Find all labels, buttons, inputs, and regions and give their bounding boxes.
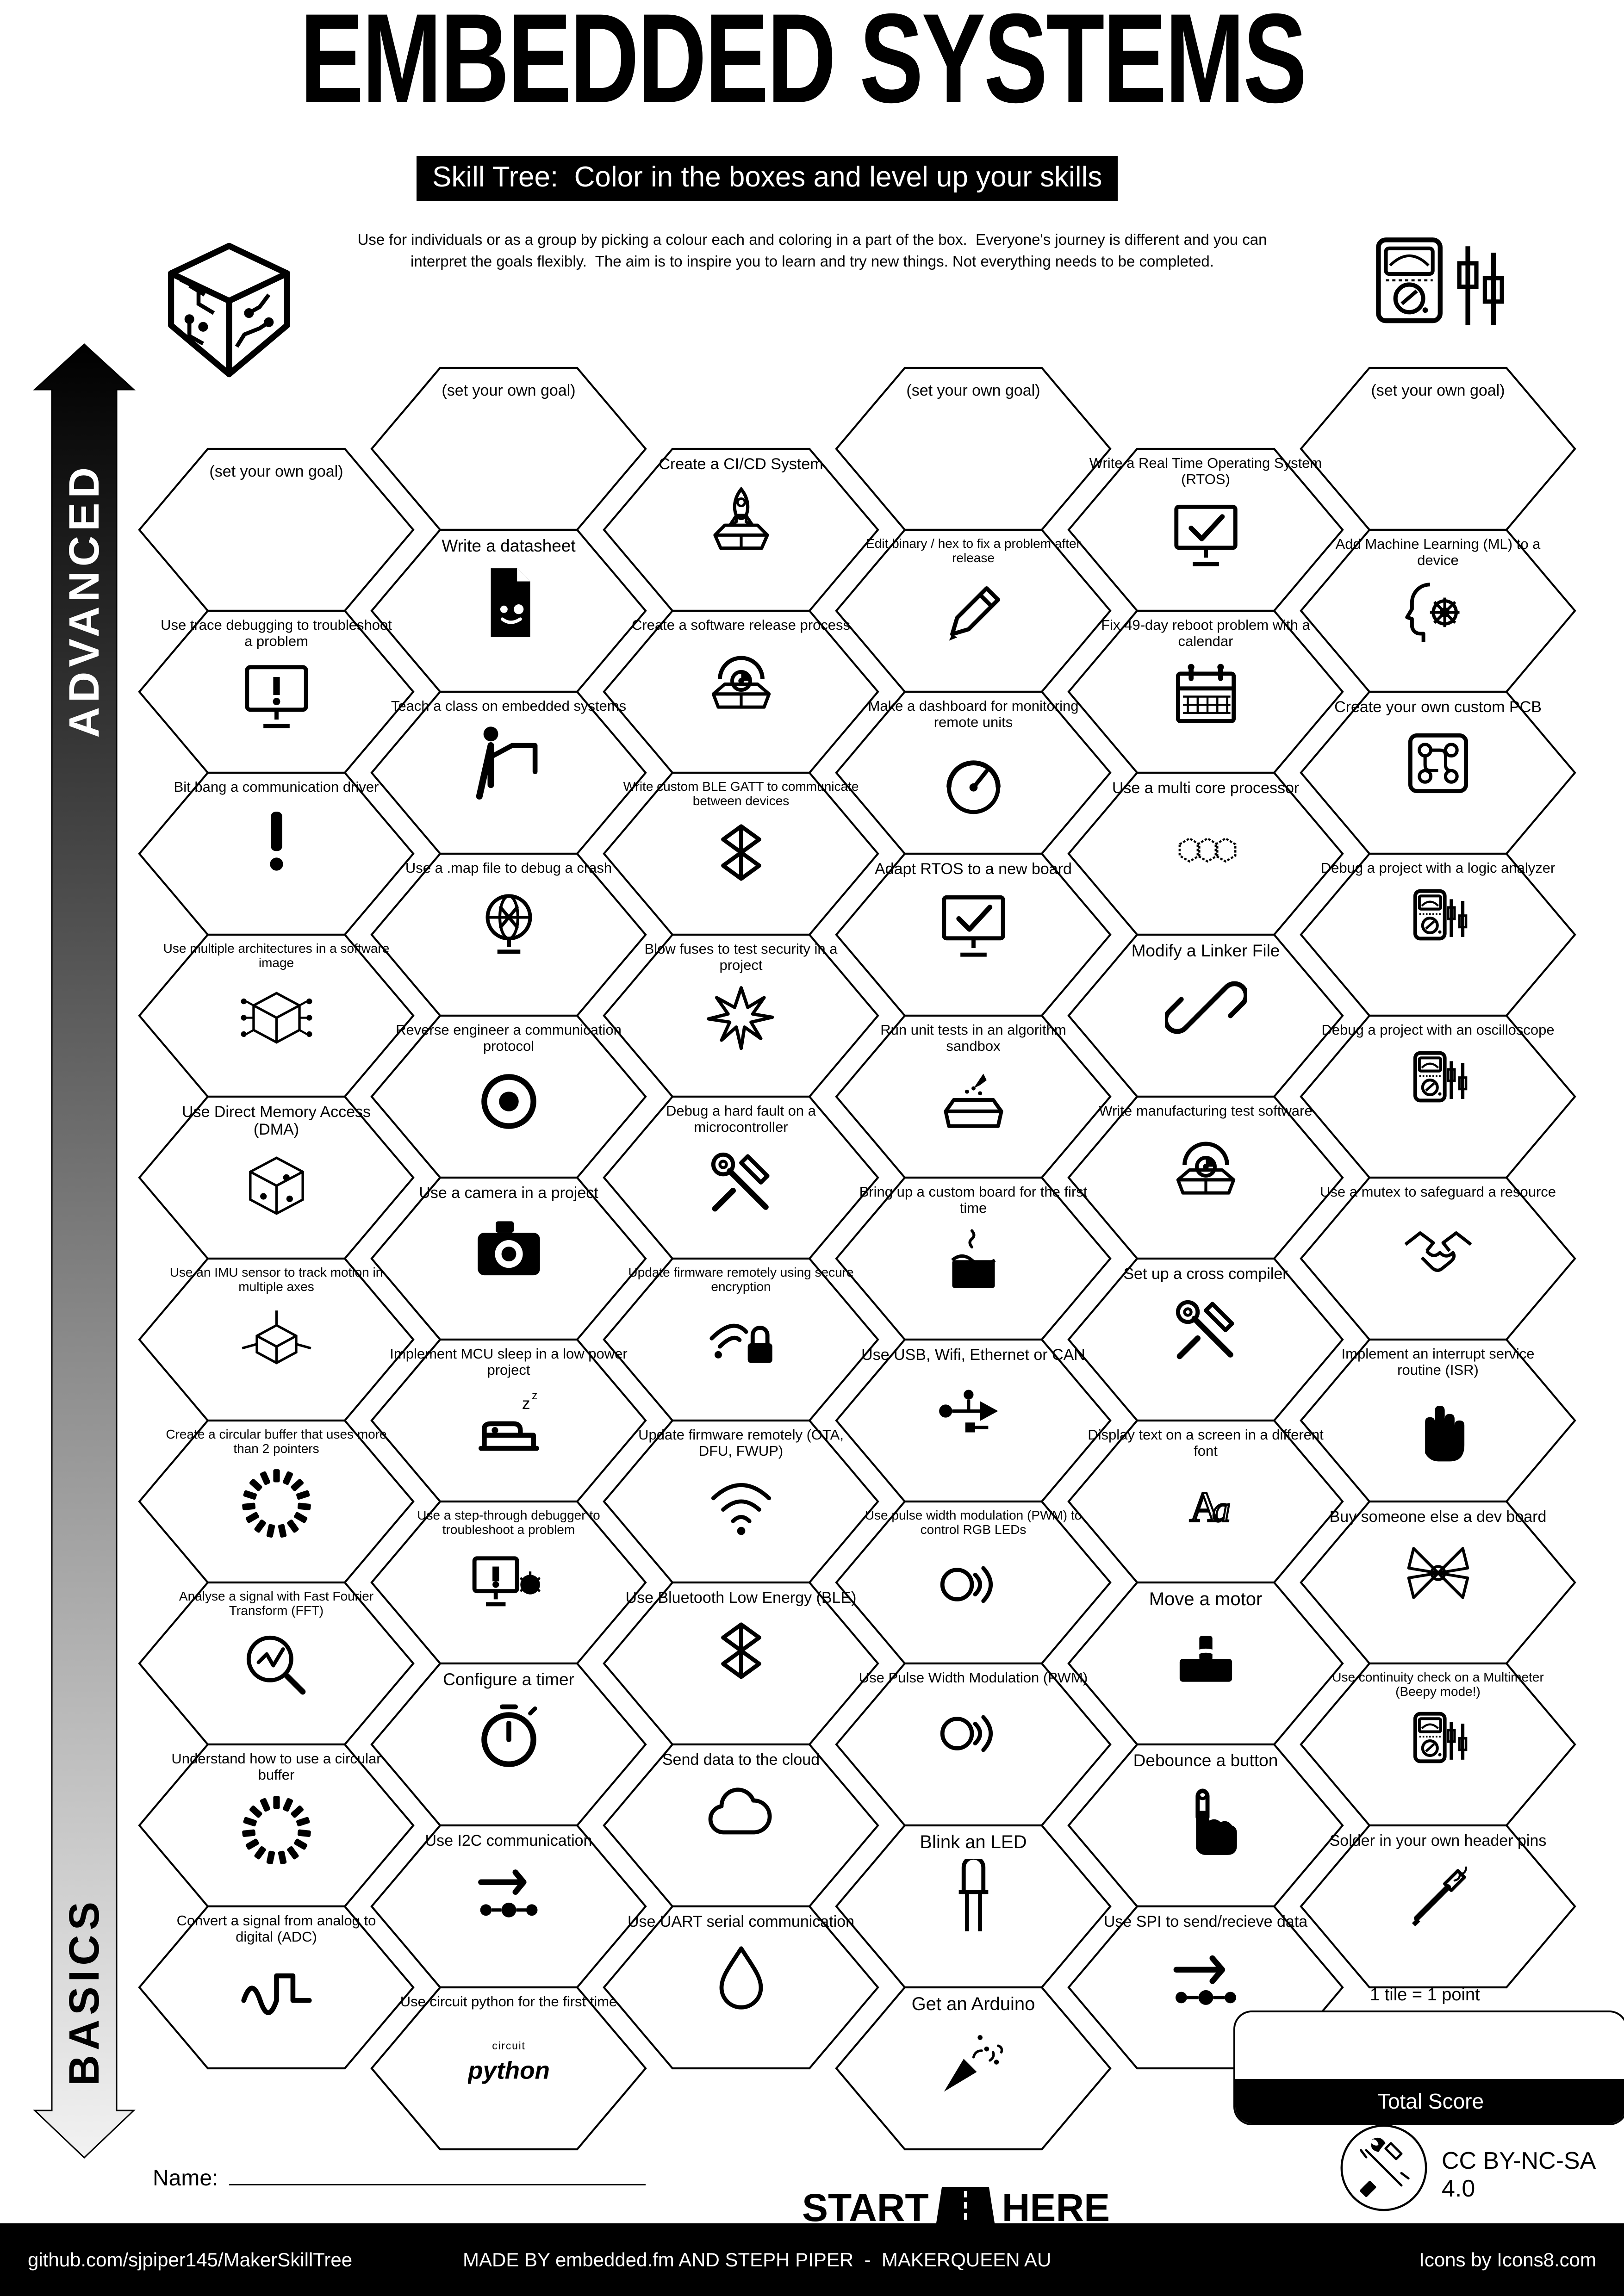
svg-text:circuit: circuit — [492, 2040, 525, 2052]
svg-text:python: python — [468, 2057, 550, 2084]
svg-text:z: z — [532, 1390, 537, 1402]
svg-text:z: z — [522, 1395, 530, 1413]
svg-text:a: a — [1212, 1489, 1230, 1529]
